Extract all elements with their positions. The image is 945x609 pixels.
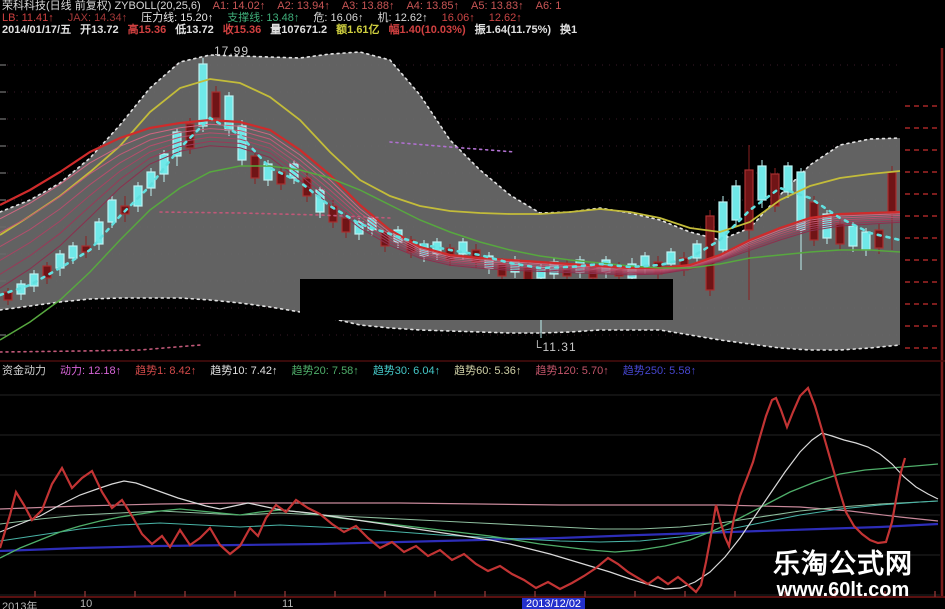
ohlc-value: 量107671.2 (270, 24, 328, 36)
level-value: 16.06↑ (441, 12, 475, 24)
stock-title: 荣科科技(日线 前复权) ZYBOLL(20,25,6) (2, 0, 201, 12)
indicator-value: 趋势60: 5.36↑ (454, 365, 522, 377)
level-value: LB: 11.41↑ (2, 12, 54, 24)
info-row-2: LB: 11.41↑ JAX: 14.34↑ 压力线: 15.20↑ 支撑线: 13.… (2, 12, 522, 25)
a-value: A3: 13.88↑ (341, 0, 395, 12)
indicator-value: 趋势10: 7.42↑ (210, 365, 278, 377)
high-price-label: 17.99 (214, 44, 250, 58)
axis-label: 10 (80, 598, 93, 609)
level-value: 支撑线: 13.48↑ (227, 12, 300, 24)
info-row-3: 2014/01/17/五 开13.72 高15.36 低13.72 收15.36 量107… (2, 24, 577, 37)
indicator-value: 趋势30: 6.04↑ (372, 365, 441, 377)
ohlc-value: 高15.36 (127, 24, 167, 36)
a-value: A6: 1 (535, 0, 562, 12)
ohlc-value: 2014/01/17/五 (2, 24, 72, 36)
ohlc-value: 换1 (560, 24, 578, 36)
ohlc-value: 幅1.40(10.03%) (388, 24, 466, 36)
level-value: JAX: 14.34↑ (67, 12, 128, 24)
indicator-value: 趋势250: 5.58↑ (622, 365, 697, 377)
indicator-value: 资金动力 (2, 365, 46, 377)
indicator-value: 趋势20: 7.58↑ (291, 365, 359, 377)
axis-label: 11 (282, 598, 294, 609)
level-value: 机: 12.62↑ (377, 12, 428, 24)
indicator-header-row: 资金动力 动力: 12.18↑ 趋势1: 8.42↑ 趋势10: 7.42↑ 趋势20:… (2, 365, 696, 378)
indicator-value: 动力: 12.18↑ (60, 365, 122, 377)
a-value: A2: 13.94↑ (277, 0, 330, 12)
ohlc-value: 振1.64(11.75%) (474, 24, 552, 36)
a-value: A1: 14.02↑ (212, 0, 266, 12)
axis-label[interactable]: 2013/12/02 (522, 598, 586, 609)
level-value: 12.62↑ (488, 12, 522, 24)
ohlc-value: 收15.36 (222, 24, 262, 36)
indicator-value: 趋势1: 8.42↑ (135, 365, 197, 377)
a-value: A4: 13.85↑ (406, 0, 460, 12)
low-price-label: └11.31 (533, 340, 577, 354)
level-value: 压力线: 15.20↑ (141, 12, 214, 24)
a-value: A5: 13.83↑ (471, 0, 524, 12)
ohlc-value: 低13.72 (175, 24, 214, 36)
watermark-url: www.60lt.com (776, 579, 910, 601)
indicator-value: 趋势120: 5.70↑ (535, 365, 609, 377)
a-values: A1: 14.02↑ A2: 13.94↑ A3: 13.88↑ A4: 13.85↑… (213, 0, 562, 13)
level-value: 危: 16.06↑ (313, 12, 364, 24)
ohlc-value: 额1.61亿 (336, 24, 380, 36)
axis-label: 2013年 (2, 601, 38, 609)
info-row-1: 荣科科技(日线 前复权) ZYBOLL(20,25,6) A1: 14.02↑ A… (2, 0, 602, 13)
watermark: 乐淘公式网 www.60lt.com (768, 549, 918, 601)
watermark-site-name: 乐淘公式网 (773, 549, 913, 579)
ohlc-value: 开13.72 (80, 24, 119, 36)
